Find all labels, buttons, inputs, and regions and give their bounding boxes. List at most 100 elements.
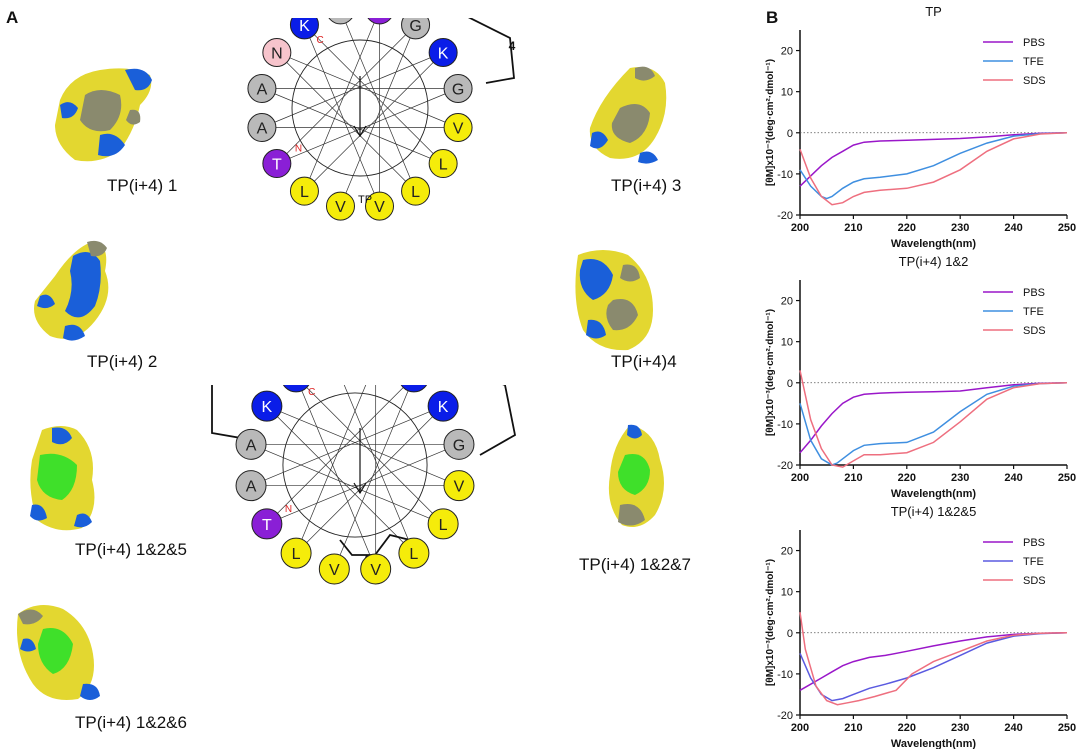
arrow-head xyxy=(353,482,367,495)
helical-wheel-tp-1-2: 567KSKKGVLLVVLTAAKKNCTP(i+4) 1&2 xyxy=(211,385,517,585)
y-tick-label: -20 xyxy=(777,460,793,472)
series-line-sds xyxy=(799,370,1068,468)
series-line-tfe xyxy=(799,632,1068,702)
wheel-chord xyxy=(276,52,416,192)
residue-circle xyxy=(400,385,428,393)
n-terminus-label: N xyxy=(285,504,292,515)
legend-label-tfe: TFE xyxy=(1023,306,1044,318)
panel-letter-a: A xyxy=(6,8,19,27)
y-tick-label: 20 xyxy=(781,46,793,58)
x-tick-label: 230 xyxy=(951,472,969,484)
molecule-surface-tp-2 xyxy=(34,240,109,341)
y-axis-label: [θM]x10⁻³(deg·cm²·dmol⁻¹) xyxy=(765,309,776,436)
wheel-chord xyxy=(343,18,416,192)
x-tick-label: 230 xyxy=(951,722,969,734)
x-tick-label: 200 xyxy=(791,222,809,234)
x-tick-label: 220 xyxy=(898,722,916,734)
y-axis-label: [θM]x10⁻³(deg·cm²·dmol⁻¹) xyxy=(765,59,776,186)
residue-letter: N xyxy=(271,45,283,62)
residue-letter: L xyxy=(300,184,309,201)
residue-circle xyxy=(360,553,392,585)
residue-letter: K xyxy=(438,45,449,62)
wheel-chord xyxy=(295,405,444,554)
wheel-inner-circle xyxy=(282,392,428,538)
residue-circle xyxy=(328,18,353,25)
residue-circle xyxy=(443,428,475,460)
staple-bridge-4 xyxy=(467,18,515,84)
legend-label-pbs: PBS xyxy=(1023,37,1045,49)
molecule-surface-tp-4 xyxy=(575,250,653,351)
residue-letter: G xyxy=(453,437,465,454)
y-tick-label: 10 xyxy=(781,337,793,349)
helical-wheel-tp: 1234GSGKGVLLVVLTAANKNCTP xyxy=(247,18,516,221)
x-axis-label: Wavelength(nm) xyxy=(891,738,976,749)
wheel-chord xyxy=(340,24,416,207)
cd-spectrum-tp-1-2: TP(i+4) 1&2 -20 -10 0 10 20 200 210 220 230 240 250… xyxy=(765,254,1076,500)
residue-letter: V xyxy=(374,199,385,216)
wheel-chord xyxy=(261,88,444,164)
legend-label-sds: SDS xyxy=(1023,575,1046,587)
molecule-surface-tp-3 xyxy=(589,66,667,164)
arrow-head xyxy=(353,125,367,138)
residue-circle xyxy=(428,37,458,67)
series-line-pbs xyxy=(799,632,1068,691)
wheel-chord xyxy=(299,385,377,570)
wheel-chord xyxy=(276,52,459,128)
molecule-label-4: TP(i+4)4 xyxy=(611,352,677,371)
wheel-chord xyxy=(276,24,416,164)
y-tick-label: -10 xyxy=(777,419,793,431)
residue-circle xyxy=(282,385,310,393)
y-tick-label: 20 xyxy=(781,546,793,558)
wheel-chord xyxy=(304,52,444,192)
wheel-chord xyxy=(266,385,407,525)
molecule-label-1-2-5: TP(i+4) 1&2&5 xyxy=(75,540,187,559)
residue-circle xyxy=(401,176,431,206)
residue-circle xyxy=(427,508,459,540)
series-line-tfe xyxy=(799,382,1068,466)
residue-letter: G xyxy=(452,81,464,98)
residue-circle xyxy=(443,470,475,502)
wheel-chord xyxy=(295,385,367,554)
residue-letter: V xyxy=(454,479,465,496)
residue-letter: G xyxy=(334,18,346,20)
wheel-chord xyxy=(250,443,444,525)
residue-circle xyxy=(247,73,277,103)
residue-circle xyxy=(247,113,277,143)
residue-circle xyxy=(443,73,473,103)
molecule-label-2: TP(i+4) 2 xyxy=(87,352,158,371)
wheel-chord xyxy=(343,385,415,554)
y-tick-label: -10 xyxy=(777,169,793,181)
molecule-surface-tp-1-2-5 xyxy=(30,426,95,531)
wheel-chord xyxy=(266,405,460,487)
residue-circle xyxy=(401,18,431,40)
residue-letter: V xyxy=(335,199,346,216)
chart-title: TP(i+4) 1&2&5 xyxy=(891,504,977,519)
residue-circle xyxy=(262,149,292,179)
x-tick-label: 240 xyxy=(1004,472,1022,484)
c-terminus-label: C xyxy=(316,35,323,46)
residue-letter: T xyxy=(262,517,272,534)
residue-circle xyxy=(251,508,283,540)
wheel-chord xyxy=(266,405,415,554)
residue-letter: A xyxy=(257,81,268,98)
x-tick-label: 210 xyxy=(844,472,862,484)
wheel-chord xyxy=(250,405,444,487)
residue-circle xyxy=(325,191,355,221)
x-tick-label: 250 xyxy=(1058,222,1076,234)
y-tick-label: -20 xyxy=(777,710,793,722)
series-line-sds xyxy=(799,612,1068,706)
chart-title: TP xyxy=(925,4,942,19)
residue-letter: T xyxy=(272,157,282,174)
bridge-label-4: 4 xyxy=(509,39,516,53)
molecule-surface-tp-1-2-7 xyxy=(608,424,664,528)
residue-circle xyxy=(428,149,458,179)
residue-circle xyxy=(235,428,267,460)
residue-letter: K xyxy=(291,385,302,387)
residue-letter: G xyxy=(409,18,421,35)
residue-circle xyxy=(365,191,395,221)
residue-letter: L xyxy=(411,184,420,201)
legend-label-sds: SDS xyxy=(1023,75,1046,87)
y-tick-label: -10 xyxy=(777,669,793,681)
panel-letter-b: B xyxy=(766,8,779,27)
residue-letter: V xyxy=(453,121,464,138)
